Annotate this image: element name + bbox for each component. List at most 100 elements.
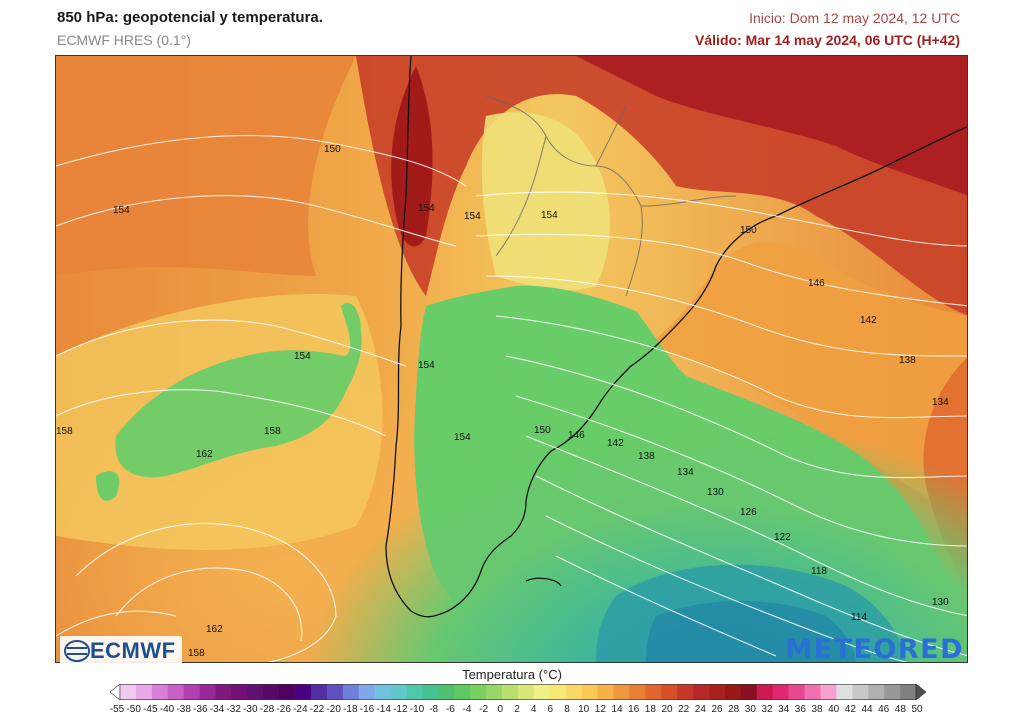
legend-swatch: [215, 684, 232, 700]
legend-swatch: [454, 684, 471, 700]
contour-label: 126: [740, 507, 757, 518]
legend-tick-label: -36: [193, 704, 208, 715]
contour-label: 158: [264, 426, 281, 437]
legend-tick-label: 6: [547, 704, 554, 715]
legend-tick-label: -34: [209, 704, 225, 715]
contour-label: 134: [677, 467, 694, 478]
legend-swatch: [868, 684, 885, 700]
legend-tick-label: -14: [376, 704, 391, 715]
model-name: ECMWF HRES (0.1°): [57, 32, 191, 48]
legend-tick-label: -2: [479, 704, 489, 715]
legend-tick-label: 36: [794, 704, 806, 715]
legend-tick-label: -12: [393, 704, 408, 715]
legend-ticks: -55 -50 -45 -40 -38 -36 -34 -32 -30 -28 -26 -24 -22-…: [110, 704, 923, 718]
legend-swatch: [788, 684, 805, 700]
contour-label: 142: [860, 315, 877, 326]
legend-tick-label: -8: [429, 704, 439, 715]
legend-swatch: [279, 684, 296, 700]
legend-swatch: [820, 684, 837, 700]
contour-label: 154: [418, 360, 435, 371]
contour-label: 158: [188, 648, 205, 659]
legend-swatch: [915, 684, 926, 700]
legend-tick-label: 10: [578, 704, 590, 715]
contour-label: 130: [932, 597, 949, 608]
legend-swatch: [772, 684, 789, 700]
legend-tick-label: 0: [497, 704, 504, 715]
legend-tick-label: -18: [343, 704, 358, 715]
legend-swatch: [613, 684, 630, 700]
legend-swatch: [135, 684, 153, 700]
legend-tick-label: -4: [462, 704, 472, 715]
legend-tick-label: -30: [243, 704, 258, 715]
contour-label: 154: [541, 210, 558, 221]
legend-tick-label: -22: [309, 704, 325, 715]
legend-title: Temperatura (°C): [462, 667, 562, 682]
map-title: 850 hPa: geopotencial y temperatura.: [57, 9, 323, 26]
legend-tick-label: 14: [611, 704, 623, 715]
legend-tick-label: 48: [894, 704, 906, 715]
legend-tick-label: 34: [778, 704, 790, 715]
color-legend-bar: [110, 684, 926, 700]
contour-label: 118: [811, 566, 827, 577]
legend-swatch: [677, 684, 694, 700]
legend-swatch: [120, 684, 137, 700]
contour-label: 146: [568, 430, 585, 441]
legend-tick-label: -38: [176, 704, 191, 715]
legend-tick-label: 32: [761, 704, 773, 715]
legend-swatch: [804, 684, 821, 700]
init-time: Inicio: Dom 12 may 2024, 12 UTC: [749, 10, 960, 26]
contour-label: 142: [607, 438, 624, 449]
legend-tick-label: 20: [661, 704, 673, 715]
contour-label: 150: [534, 425, 551, 436]
legend-tick-label: 38: [811, 704, 823, 715]
contour-label: 138: [899, 355, 916, 366]
legend-tick-label: 8: [564, 704, 570, 715]
legend-swatch: [199, 684, 216, 700]
contour-label: 154: [464, 211, 481, 222]
legend-swatch: [295, 684, 312, 700]
valid-time: Válido: Mar 14 may 2024, 06 UTC (H+42): [695, 32, 960, 48]
legend-tick-label: 28: [728, 704, 740, 715]
legend-swatch: [438, 684, 455, 700]
contour-label: 154: [113, 205, 130, 216]
geopotential-isolines: [56, 135, 967, 662]
legend-tick-label: 16: [628, 704, 640, 715]
legend-tick-label: -24: [293, 704, 308, 715]
contour-label: 154: [454, 432, 471, 443]
cold-tongue-pacific: [115, 302, 362, 478]
ecmwf-logo-text: ECMWF: [90, 638, 176, 663]
legend-swatch: [581, 684, 598, 700]
legend-swatch: [231, 684, 248, 700]
legend-swatch: [342, 684, 360, 700]
legend-swatch: [836, 684, 853, 700]
legend-tick-label: -28: [259, 704, 275, 715]
ecmwf-logo: ECMWF: [60, 636, 182, 666]
legend-tick-label: 18: [644, 704, 656, 715]
legend-swatch: [661, 684, 678, 700]
legend-tick-label: 26: [711, 704, 723, 715]
legend-tick-label: -10: [409, 704, 425, 715]
contour-label: 162: [196, 449, 213, 460]
legend-swatch: [470, 684, 487, 700]
legend-swatch: [565, 684, 582, 700]
contour-label: 138: [638, 451, 655, 462]
contour-labels: 150 154 154 154 154 150 146 142 138 134 …: [56, 144, 949, 659]
legend-swatch: [486, 684, 503, 700]
legend-swatch: [167, 684, 184, 700]
legend-swatch: [263, 684, 280, 700]
legend-tick-label: -45: [143, 704, 158, 715]
legend-swatch: [502, 684, 519, 700]
ecmwf-globe-icon: [64, 640, 90, 662]
contour-label: 150: [740, 225, 757, 236]
legend-swatch: [900, 684, 917, 700]
legend-swatch: [406, 684, 423, 700]
meteored-logo: METEORED: [785, 634, 964, 665]
legend-swatch: [629, 684, 646, 700]
legend-tick-label: -16: [359, 704, 375, 715]
legend-swatch: [533, 684, 551, 700]
legend-swatch: [693, 684, 710, 700]
legend-swatch: [326, 684, 344, 700]
legend-tick-label: 44: [861, 704, 873, 715]
weather-map[interactable]: 150 154 154 154 154 150 146 142 138 134 …: [55, 55, 968, 663]
contour-label: 150: [324, 144, 341, 155]
